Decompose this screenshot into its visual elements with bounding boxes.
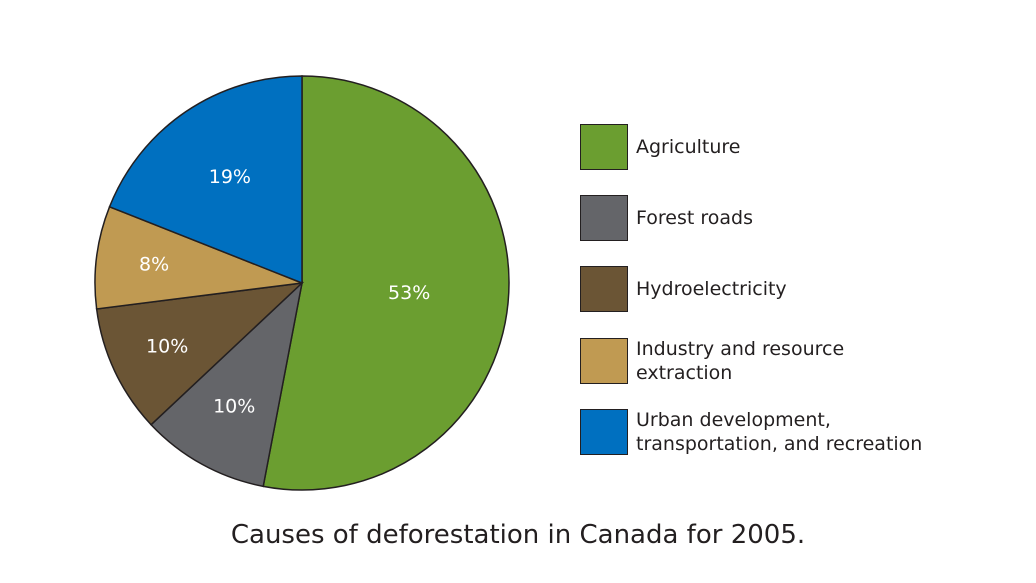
legend-item-industry: Industry and resource extraction bbox=[580, 337, 844, 385]
chart-caption: Causes of deforestation in Canada for 20… bbox=[230, 520, 806, 550]
pie-slice-forest-roads bbox=[150, 280, 304, 488]
legend-swatch-urban bbox=[580, 409, 628, 455]
legend-swatch-industry bbox=[580, 338, 628, 384]
slice-label-urban-development-transportation-and-recreation: 19% bbox=[209, 166, 251, 188]
legend-label-urban: Urban development, transportation, and r… bbox=[636, 409, 923, 455]
legend-item-forest-roads: Forest roads bbox=[580, 195, 753, 241]
slice-label-forest-roads: 10% bbox=[213, 395, 255, 417]
legend-swatch-agriculture bbox=[580, 124, 628, 170]
legend-label-hydroelectricity: Hydroelectricity bbox=[636, 278, 787, 300]
legend-item-agriculture: Agriculture bbox=[580, 124, 741, 170]
pie-chart: 53% 10% 10% 8% 19% bbox=[94, 75, 510, 491]
legend-swatch-hydroelectricity bbox=[580, 266, 628, 312]
legend-item-hydroelectricity: Hydroelectricity bbox=[580, 266, 787, 312]
pie-slice-urban-development-transportation-and-recreation bbox=[108, 75, 303, 285]
slice-label-hydroelectricity: 10% bbox=[146, 335, 188, 357]
legend-label-industry: Industry and resource extraction bbox=[636, 338, 845, 384]
slice-label-industry-and-resource-extraction: 8% bbox=[139, 253, 169, 275]
legend-item-urban: Urban development, transportation, and r… bbox=[580, 408, 922, 456]
slice-label-agriculture: 53% bbox=[388, 282, 430, 304]
legend-label-forest-roads: Forest roads bbox=[636, 207, 753, 229]
legend-label-agriculture: Agriculture bbox=[636, 136, 741, 158]
pie-slice-hydroelectricity bbox=[95, 281, 305, 426]
pie-slice-agriculture bbox=[262, 75, 510, 491]
pie-slice-industry-and-resource-extraction bbox=[94, 205, 303, 310]
legend-swatch-forest-roads bbox=[580, 195, 628, 241]
legend: Agriculture Forest roads Hydroelectricit… bbox=[580, 124, 1000, 464]
